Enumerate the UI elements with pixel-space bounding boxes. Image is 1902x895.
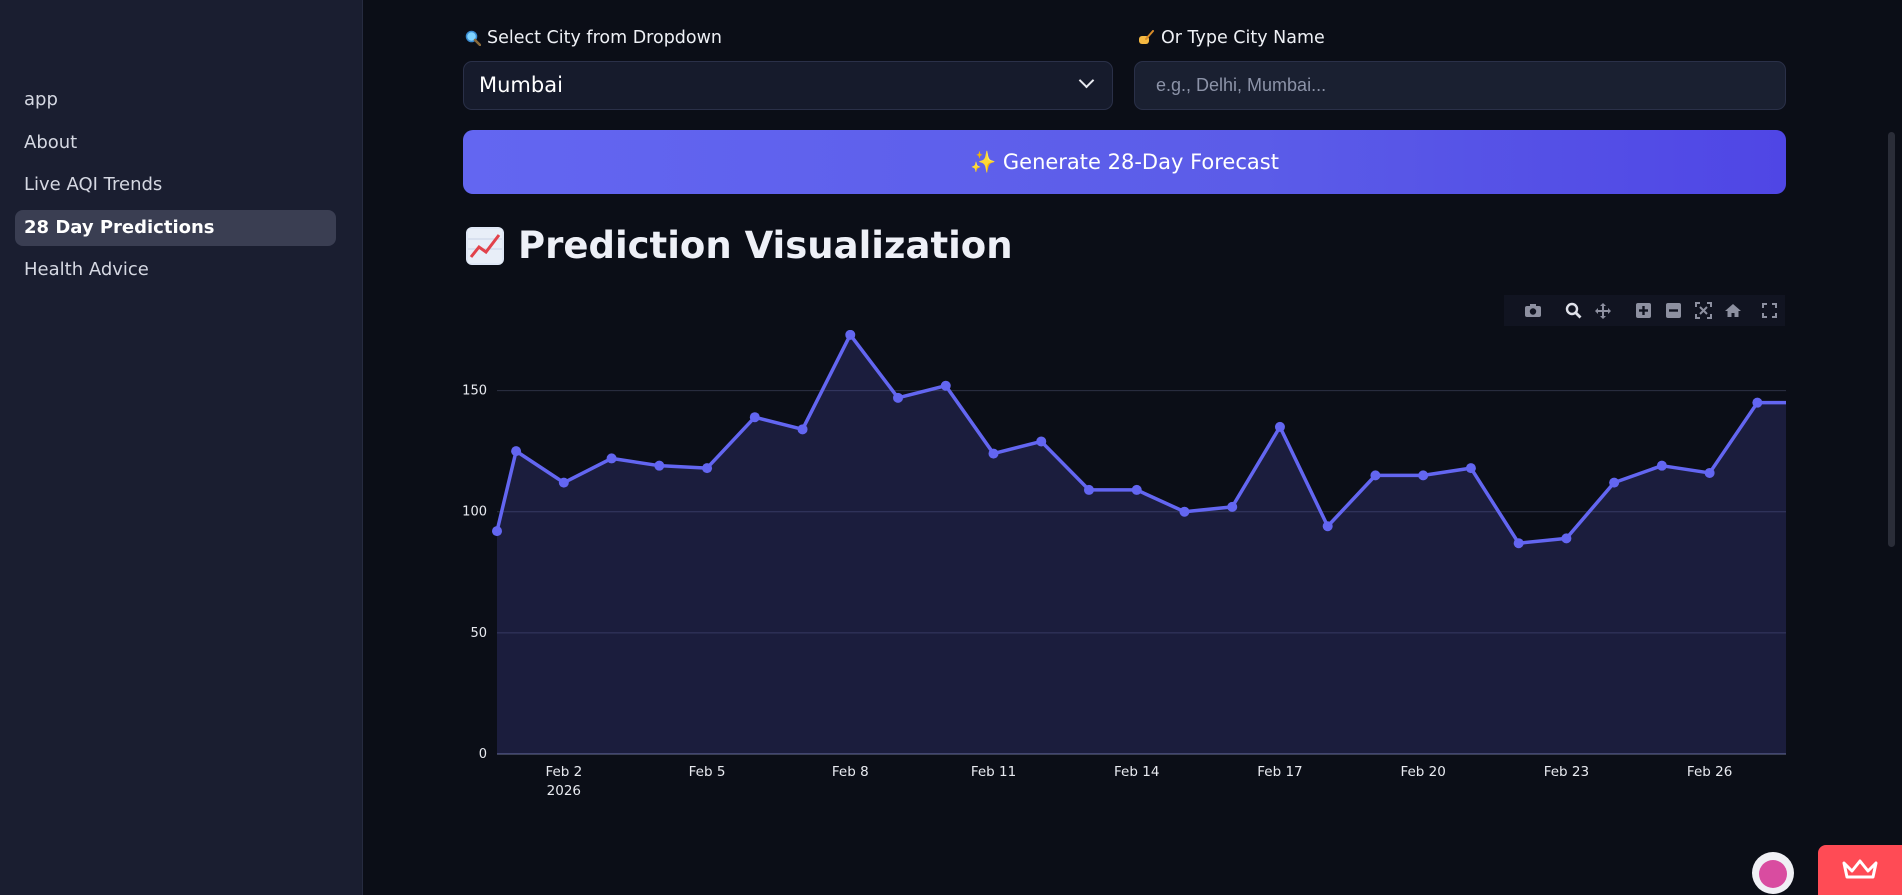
generate-forecast-button[interactable]: ✨ Generate 28-Day Forecast (463, 130, 1786, 194)
data-point (797, 424, 808, 435)
data-point (558, 477, 569, 488)
x-tick-label: Feb 8 (832, 764, 869, 780)
city-input-label-text: Or Type City Name (1161, 28, 1325, 48)
magnifier-icon (465, 30, 481, 46)
chart-increasing-icon (466, 226, 504, 265)
sidebar-item-app[interactable]: app (24, 89, 58, 110)
data-point (845, 330, 856, 340)
camera-icon[interactable] (1518, 295, 1548, 326)
x-tick-label: Feb 20 (1400, 764, 1445, 780)
data-point (654, 460, 665, 471)
x-tick-label: Feb 26 (1687, 764, 1732, 780)
data-point (1704, 467, 1715, 478)
data-point (1274, 421, 1285, 432)
data-point (606, 453, 617, 464)
data-point (1656, 460, 1667, 471)
city-select-value: Mumbai (479, 73, 563, 97)
fullscreen-icon[interactable] (1754, 295, 1784, 326)
x-tick-label: Feb 5 (689, 764, 726, 780)
hosted-badge[interactable] (1818, 845, 1902, 895)
section-title: Prediction Visualization (518, 224, 1013, 267)
y-tick-label: 50 (470, 626, 487, 641)
data-point (1513, 538, 1524, 549)
y-tick-label: 150 (462, 384, 487, 399)
section-heading: Prediction Visualization (466, 224, 1013, 267)
zoom-in-icon[interactable] (1628, 295, 1658, 326)
reset-axes-icon[interactable] (1718, 295, 1748, 326)
zoom-icon[interactable] (1558, 295, 1588, 326)
sidebar-nav: app About Live AQI Trends 28 Day Predict… (15, 82, 336, 295)
data-point (1609, 477, 1620, 488)
chevron-down-icon (1078, 72, 1095, 89)
chart-toolbar (1504, 295, 1785, 326)
data-point (1179, 506, 1190, 517)
data-point (1036, 436, 1047, 447)
page-scrollbar[interactable] (1888, 132, 1895, 547)
x-tick-label: Feb 11 (971, 764, 1016, 780)
data-point (492, 526, 502, 537)
data-point (1418, 470, 1429, 481)
x-tick-label: Feb 23 (1544, 764, 1589, 780)
city-input-label: Or Type City Name (1137, 28, 1325, 48)
x-tick-label: Feb 17 (1257, 764, 1302, 780)
y-tick-label: 0 (479, 747, 487, 762)
y-tick-label: 100 (462, 505, 487, 520)
data-point (1465, 463, 1476, 474)
series-area (497, 334, 1786, 754)
data-point (702, 463, 713, 474)
data-point (893, 392, 904, 403)
crown-icon (1842, 859, 1878, 879)
data-point (1227, 501, 1238, 512)
data-point (1131, 484, 1142, 495)
city-select[interactable]: Mumbai (463, 61, 1113, 110)
data-point (511, 446, 522, 457)
autoscale-icon[interactable] (1688, 295, 1718, 326)
streamlit-avatar[interactable] (1752, 852, 1794, 894)
x-tick-label: Feb 14 (1114, 764, 1159, 780)
sidebar: app About Live AQI Trends 28 Day Predict… (0, 0, 363, 895)
aqi-forecast-chart: 0 50 100 150 Feb 2 Feb 5 Feb 8 Feb 11 Feb 14 Feb … (462, 330, 1786, 799)
x-tick-label: Feb 2 (545, 764, 582, 780)
sidebar-item-28-day-predictions[interactable]: 28 Day Predictions (15, 209, 336, 246)
data-point (749, 412, 760, 423)
data-point (940, 380, 951, 391)
data-point (1752, 397, 1763, 408)
sidebar-item-health-advice[interactable]: Health Advice (24, 259, 149, 280)
data-point (1561, 533, 1572, 544)
city-select-label-text: Select City from Dropdown (487, 28, 723, 48)
city-select-label: Select City from Dropdown (465, 28, 722, 48)
pan-icon[interactable] (1588, 295, 1618, 326)
data-point (988, 448, 999, 459)
writing-hand-icon (1139, 30, 1154, 44)
zoom-out-icon[interactable] (1658, 295, 1688, 326)
data-point (1083, 484, 1094, 495)
data-point (1370, 470, 1381, 481)
city-name-input[interactable] (1134, 61, 1786, 110)
avatar-face-icon (1759, 860, 1787, 888)
data-point (1322, 521, 1333, 532)
sidebar-item-about[interactable]: About (24, 131, 78, 153)
sidebar-item-live-aqi-trends[interactable]: Live AQI Trends (24, 174, 163, 195)
x-year-label: 2026 (547, 783, 581, 799)
